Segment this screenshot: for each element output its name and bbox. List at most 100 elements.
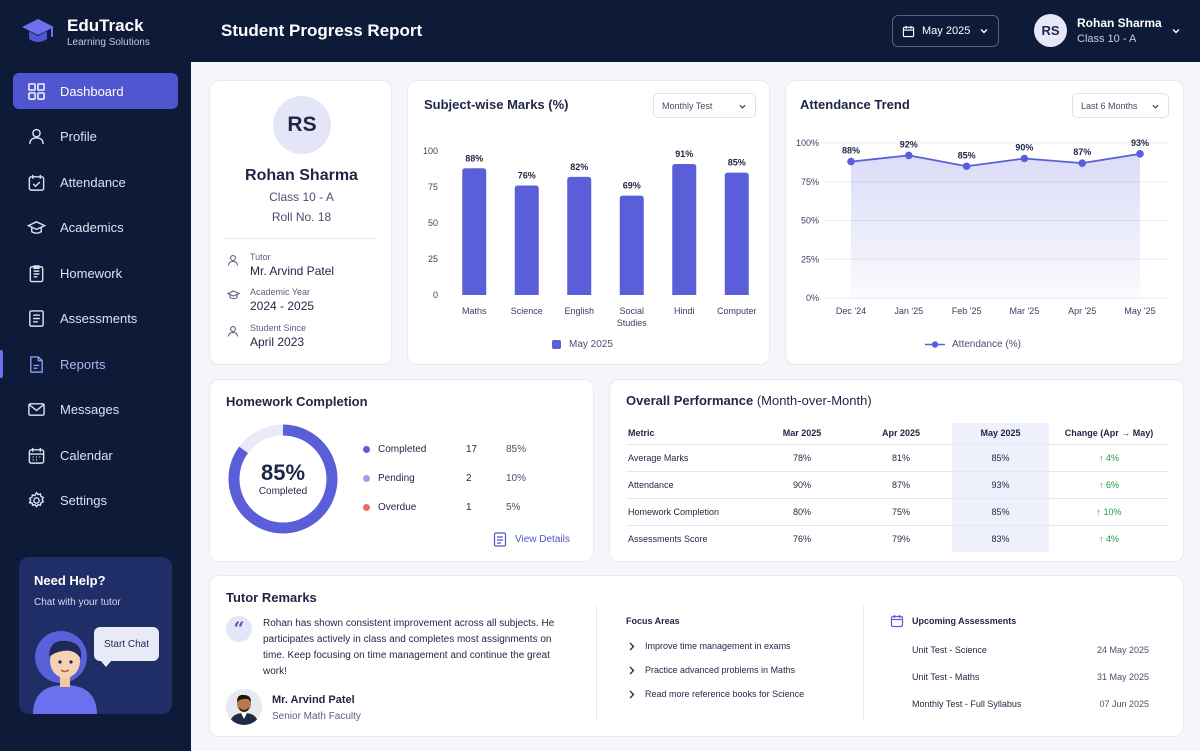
attendance-chart-title: Attendance Trend [800, 97, 910, 112]
point-value-label: 85% [958, 150, 976, 160]
sidebar-item-homework[interactable]: Homework [13, 255, 178, 291]
table-row: Average Marks 78% 81% 85% ↑ 4% [626, 444, 1169, 472]
y-tick-label: 0 [433, 290, 438, 300]
sidebar-item-label: Dashboard [60, 83, 124, 99]
status-count: 2 [466, 473, 472, 484]
data-point [962, 162, 971, 171]
marks-filter-value: Monthly Test [662, 100, 713, 111]
graduation-cap-logo-icon [22, 19, 54, 42]
table-row: Homework Completion 80% 75% 85% ↑ 10% [626, 498, 1169, 526]
attendance-legend: Attendance (%) [924, 339, 1021, 350]
status-dot [363, 504, 370, 511]
y-tick-label: 100% [796, 138, 819, 148]
data-point [1136, 150, 1144, 158]
help-subtitle: Chat with your tutor [34, 597, 121, 608]
sidebar-item-settings[interactable]: Settings [13, 483, 178, 519]
mail-icon [28, 403, 45, 416]
performance-table: Metric Mar 2025 Apr 2025 May 2025 Change… [626, 423, 1169, 552]
table-cell: Assessments Score [628, 533, 708, 544]
data-point [905, 151, 913, 160]
user-icon [227, 326, 239, 337]
sidebar-item-messages[interactable]: Messages [13, 392, 178, 428]
arrow-up-icon: ↑ [1098, 533, 1106, 544]
calendar-icon [28, 447, 45, 464]
sidebar-item-reports[interactable]: Reports [0, 346, 178, 382]
tutor-role: Senior Math Faculty [272, 711, 361, 722]
x-tick-label: Computer [717, 306, 757, 316]
donut-center-label: Completed [258, 486, 308, 497]
y-tick-label: 75 [428, 182, 438, 192]
column-header: Apr 2025 [850, 423, 952, 445]
point-value-label: 93% [1131, 138, 1149, 148]
help-title: Need Help? [34, 573, 106, 588]
document-icon [493, 532, 507, 547]
arrow-up-icon: ↑ [1098, 479, 1106, 490]
chevron-down-icon[interactable] [1171, 26, 1181, 36]
x-tick-label: English [564, 306, 594, 316]
point-value-label: 88% [842, 146, 860, 156]
marks-filter-select[interactable]: Monthly Test [653, 93, 756, 118]
student-name: Rohan Sharma [245, 167, 358, 184]
sidebar-item-profile[interactable]: Profile [13, 119, 178, 155]
legend-label: Attendance (%) [952, 339, 1021, 350]
column-header: Mar 2025 [754, 423, 850, 445]
document-list-icon [29, 310, 44, 327]
x-tick-label: Jan '25 [894, 306, 923, 316]
bar [672, 163, 697, 295]
divider [596, 606, 597, 721]
status-label: Overdue [378, 502, 417, 513]
month-selector[interactable]: May 2025 [892, 15, 999, 47]
table-cell: 87% [850, 471, 952, 499]
attendance-filter-select[interactable]: Last 6 Months [1072, 93, 1169, 118]
focus-item: Improve time management in exams [628, 641, 791, 651]
y-tick-label: 100 [423, 146, 438, 156]
sidebar-item-label: Academics [60, 220, 124, 235]
table-cell: 78% [754, 444, 850, 472]
table-row: Assessments Score 76% 79% 83% ↑ 4% [626, 525, 1169, 552]
change-value: 6% [1106, 479, 1120, 490]
table-cell: 85% [952, 444, 1049, 472]
sidebar-item-attendance[interactable]: Attendance [13, 164, 178, 200]
divider [224, 238, 377, 239]
sidebar-item-assessments[interactable]: Assessments [13, 301, 178, 337]
y-tick-label: 50 [428, 218, 438, 228]
point-value-label: 90% [1015, 143, 1033, 153]
help-card: Need Help? Chat with your tutor Start Ch… [19, 557, 172, 714]
x-tick-label: Social [619, 306, 644, 316]
homework-card: Homework Completion 85% Completed Comple… [209, 379, 594, 562]
chevron-down-icon [980, 29, 988, 34]
change-value: 4% [1106, 452, 1120, 463]
table-cell: 90% [754, 471, 850, 499]
table-row: Attendance 90% 87% 93% ↑ 6% [626, 471, 1169, 499]
donut-percent: 85% [260, 460, 306, 485]
sidebar-item-academics[interactable]: Academics [13, 210, 178, 246]
bar [567, 176, 592, 295]
view-details-link[interactable]: View Details [493, 532, 570, 547]
performance-title-suffix: (Month-over-Month) [756, 393, 872, 408]
sidebar-item-label: Reports [60, 356, 106, 372]
table-cell: 79% [891, 533, 910, 544]
student-since-label: Student Since [250, 323, 307, 333]
focus-item-label: Practice advanced problems in Maths [645, 665, 796, 675]
assessment-date: 07 Jun 2025 [1099, 699, 1149, 709]
student-roll: Roll No. 18 [271, 210, 332, 224]
tutor-name: Mr. Arvind Patel [272, 694, 355, 706]
user-icon [29, 128, 44, 145]
user-icon [227, 255, 239, 266]
homework-row-pending: Pending 2 10% [363, 473, 563, 484]
change-cell: ↑ 4% [1049, 444, 1169, 472]
sidebar-item-label: Homework [60, 265, 123, 281]
sidebar-item-dashboard[interactable]: Dashboard [13, 73, 178, 109]
avatar[interactable]: RS [1034, 14, 1067, 47]
y-tick-label: 0% [806, 293, 819, 303]
table-cell: 81% [850, 444, 952, 472]
remarks-card: Tutor Remarks “ Rohan has shown consiste… [209, 575, 1184, 737]
homework-donut-chart [228, 424, 338, 534]
table-cell: 83% [952, 525, 1049, 552]
change-cell: ↑ 10% [1049, 498, 1169, 526]
start-chat-button[interactable]: Start Chat [94, 627, 159, 667]
chevron-down-icon [1152, 104, 1159, 109]
sidebar-item-calendar[interactable]: Calendar [13, 437, 178, 473]
brand[interactable]: EduTrack Learning Solutions [20, 14, 150, 50]
table-cell: Homework Completion [626, 498, 754, 526]
